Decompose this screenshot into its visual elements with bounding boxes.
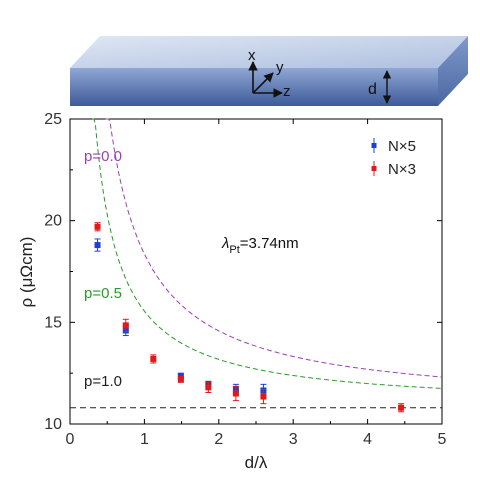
x-tick-label: 3 xyxy=(289,431,298,448)
model-curves xyxy=(70,118,443,409)
data-point xyxy=(122,322,129,329)
axis-ticks: 0 1 2 3 4 5 10 15 20 25 xyxy=(44,111,446,448)
data-point xyxy=(260,393,267,400)
legend-label-nx5: N×5 xyxy=(388,138,416,155)
x-tick-label: 0 xyxy=(66,431,75,448)
curve-label-p0: p=0.0 xyxy=(84,148,122,165)
data-point xyxy=(150,355,157,362)
y-tick-label: 20 xyxy=(44,213,62,230)
model-curve xyxy=(92,118,443,389)
x-tick-label: 4 xyxy=(363,431,372,448)
data-point xyxy=(177,376,184,383)
slab-y-label: y xyxy=(276,59,284,76)
curve-label-p1: p=1.0 xyxy=(84,373,122,390)
lambda-annotation: λPt=3.74nm xyxy=(221,235,299,256)
x-axis-label: d/λ xyxy=(245,453,268,472)
slab-top-face xyxy=(70,36,468,68)
legend-marker-nx3 xyxy=(371,166,377,171)
data-point xyxy=(94,242,101,249)
data-point xyxy=(398,404,405,411)
y-axis-label: ρ (μΩcm) xyxy=(17,237,36,308)
data-points xyxy=(94,222,405,413)
x-tick-label: 2 xyxy=(214,431,223,448)
x-tick-label: 5 xyxy=(438,431,447,448)
data-point xyxy=(232,390,239,397)
slab-illustration: x y z d xyxy=(70,36,468,106)
legend-item-nx5: N×5 xyxy=(371,138,416,155)
y-tick-label: 25 xyxy=(44,111,62,128)
legend-label-nx3: N×3 xyxy=(388,161,416,178)
plot-frame xyxy=(69,118,443,425)
slab-front-face xyxy=(70,68,438,106)
y-axis-arrow xyxy=(252,72,274,94)
slab-side-face xyxy=(438,36,468,106)
data-point xyxy=(94,223,101,230)
lambda-value: =3.74nm xyxy=(240,235,299,252)
legend-item-nx3: N×3 xyxy=(371,161,416,178)
y-tick-label: 10 xyxy=(44,416,62,433)
model-curve xyxy=(105,118,443,378)
slab-d-label: d xyxy=(368,81,377,98)
curve-label-p05: p=0.5 xyxy=(84,285,122,302)
legend: N×5 N×3 xyxy=(371,138,416,178)
x-tick-label: 1 xyxy=(140,431,149,448)
y-tick-label: 15 xyxy=(44,314,62,331)
data-point xyxy=(205,384,212,391)
legend-marker-nx5 xyxy=(371,143,377,148)
slab-z-label: z xyxy=(283,83,291,100)
slab-x-label: x xyxy=(248,47,256,64)
lambda-symbol: λ xyxy=(221,235,229,252)
lambda-subscript: Pt xyxy=(229,244,239,256)
